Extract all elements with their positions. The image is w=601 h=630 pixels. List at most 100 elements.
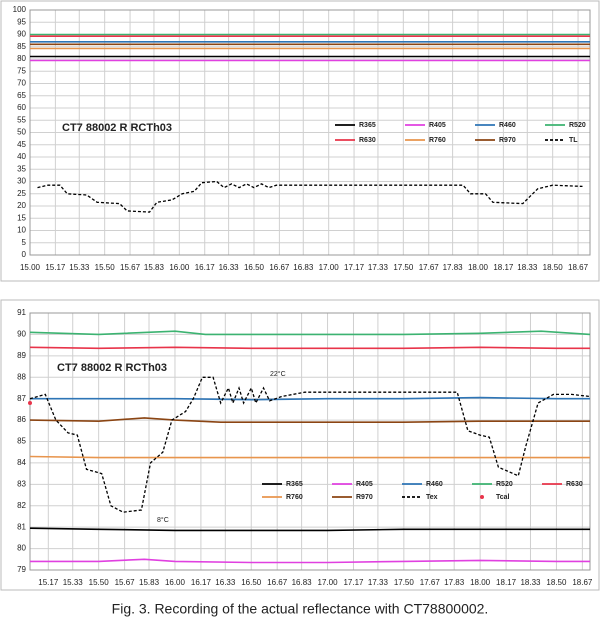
- x-tick-label: 15.83: [139, 578, 160, 587]
- y-tick-label: 87: [17, 394, 26, 403]
- x-tick-label: 18.67: [572, 578, 593, 587]
- chart-frame: [0, 0, 600, 282]
- x-tick-label: 15.67: [120, 263, 141, 272]
- legend-label: R970: [499, 137, 516, 144]
- legend-label: R970: [356, 494, 373, 501]
- chart-title: CT7 88002 R RCTh03: [62, 122, 172, 134]
- y-tick-label: 100: [13, 5, 27, 14]
- x-tick-label: 17.17: [344, 263, 365, 272]
- chart-frame: [0, 299, 600, 591]
- x-tick-label: 15.33: [63, 578, 84, 587]
- y-tick-label: 82: [17, 501, 26, 510]
- series-line: [29, 346, 590, 350]
- x-tick-label: 17.00: [319, 263, 340, 272]
- y-tick-label: 60: [17, 103, 26, 112]
- x-tick-label: 17.33: [368, 578, 389, 587]
- y-tick-label: 30: [17, 177, 26, 186]
- x-tick-label: 17.50: [393, 263, 414, 272]
- x-tick-label: 16.33: [219, 263, 240, 272]
- x-tick-label: 18.67: [568, 263, 589, 272]
- series-line: [29, 417, 590, 423]
- series-line: [29, 527, 590, 532]
- x-tick-label: 15.00: [20, 263, 41, 272]
- y-tick-label: 35: [17, 164, 26, 173]
- x-tick-label: 17.67: [419, 263, 440, 272]
- x-tick-label: 18.33: [520, 578, 541, 587]
- y-tick-label: 95: [17, 17, 26, 26]
- legend-label: R630: [359, 137, 376, 144]
- x-tick-label: 15.50: [95, 263, 116, 272]
- plot-area: [29, 312, 591, 571]
- x-tick-label: 17.00: [318, 578, 339, 587]
- x-tick-label: 17.83: [443, 263, 464, 272]
- y-tick-label: 91: [17, 308, 26, 317]
- y-tick-label: 83: [17, 479, 26, 488]
- legend-label: R760: [429, 137, 446, 144]
- y-tick-label: 45: [17, 140, 26, 149]
- x-tick-label: 17.67: [420, 578, 441, 587]
- chart-title: CT7 88002 R RCTh03: [57, 362, 167, 374]
- y-tick-label: 10: [17, 226, 26, 235]
- y-tick-label: 89: [17, 351, 26, 360]
- y-tick-label: 79: [17, 565, 26, 574]
- y-tick-label: 80: [17, 54, 26, 63]
- y-tick-label: 75: [17, 66, 26, 75]
- y-tick-label: 90: [17, 330, 26, 339]
- x-tick-label: 16.00: [165, 578, 186, 587]
- x-tick-label: 18.50: [543, 263, 564, 272]
- y-tick-label: 86: [17, 415, 26, 424]
- y-tick-label: 55: [17, 115, 26, 124]
- x-tick-label: 15.17: [45, 263, 66, 272]
- x-tick-label: 17.17: [343, 578, 364, 587]
- y-tick-label: 20: [17, 201, 26, 210]
- legend-label: R405: [356, 481, 373, 488]
- x-tick-label: 16.50: [241, 578, 262, 587]
- x-tick-label: 18.33: [517, 263, 538, 272]
- legend-label: R405: [429, 122, 446, 129]
- series-line: [29, 330, 591, 336]
- x-tick-label: 15.17: [38, 578, 59, 587]
- y-tick-label: 84: [17, 458, 26, 467]
- x-tick-label: 15.33: [69, 263, 90, 272]
- annotation: 8°C: [157, 516, 169, 524]
- legend-label: R760: [286, 494, 303, 501]
- series-line: [30, 558, 590, 564]
- y-tick-label: 81: [17, 522, 26, 531]
- x-tick-label: 15.67: [115, 578, 136, 587]
- y-tick-label: 85: [17, 437, 26, 446]
- x-tick-label: 16.67: [267, 578, 288, 587]
- y-tick-label: 88: [17, 372, 26, 381]
- legend-label: R460: [499, 122, 516, 129]
- series-line: [30, 396, 590, 401]
- x-tick-label: 17.33: [368, 263, 389, 272]
- series-line: [29, 376, 591, 513]
- y-tick-label: 50: [17, 128, 26, 137]
- x-tick-label: 18.17: [496, 578, 517, 587]
- legend-label: TL: [569, 137, 578, 144]
- x-tick-label: 16.83: [292, 578, 313, 587]
- y-tick-label: 90: [17, 30, 26, 39]
- x-tick-label: 16.33: [215, 578, 236, 587]
- y-tick-label: 40: [17, 152, 26, 161]
- y-tick-label: 80: [17, 544, 26, 553]
- y-tick-label: 65: [17, 91, 26, 100]
- y-tick-label: 0: [22, 250, 27, 259]
- x-tick-label: 17.83: [444, 578, 465, 587]
- legend-label: R365: [359, 122, 376, 129]
- legend-label: R520: [569, 122, 586, 129]
- legend-label: Tex: [426, 494, 438, 501]
- x-tick-label: 16.67: [269, 263, 290, 272]
- legend-marker: [480, 495, 484, 499]
- series-line: [37, 180, 583, 213]
- x-tick-label: 16.50: [244, 263, 265, 272]
- point: [28, 400, 32, 405]
- plot-area: [29, 9, 591, 256]
- legend-label: R630: [566, 481, 583, 488]
- legend-label: Tcal: [496, 494, 510, 501]
- series-line: [29, 455, 590, 459]
- legend-label: R460: [426, 481, 443, 488]
- x-tick-label: 16.00: [169, 263, 190, 272]
- x-tick-label: 18.00: [470, 578, 491, 587]
